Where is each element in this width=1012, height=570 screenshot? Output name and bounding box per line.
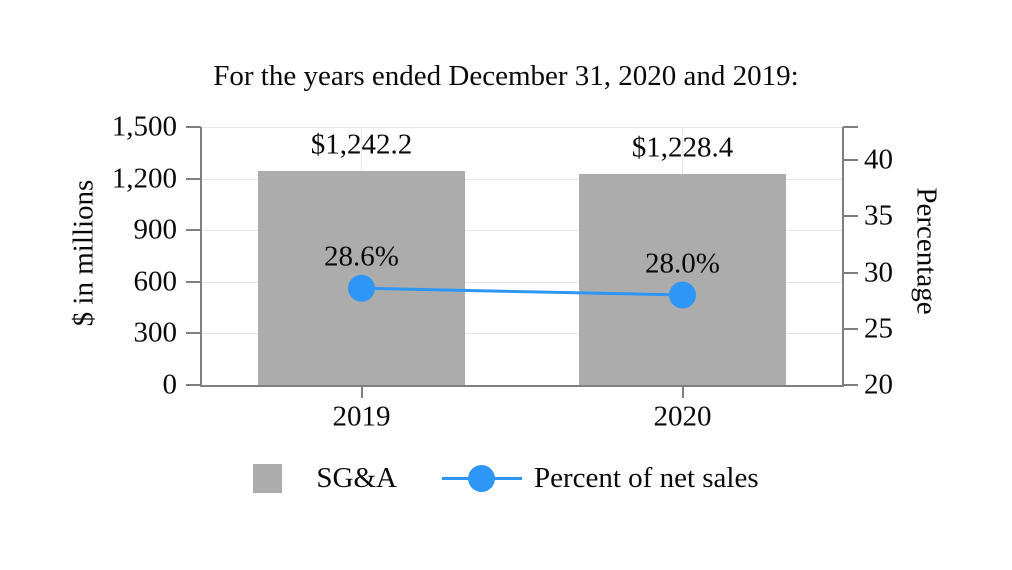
x-axis-label: 2019 [332, 400, 391, 433]
bar [579, 173, 786, 385]
right-axis-tick-label: 30 [864, 256, 893, 288]
point-dot-icon [467, 465, 495, 492]
right-axis-tick-label: 40 [864, 143, 893, 176]
point-value-label: 28.0% [645, 247, 720, 280]
left-axis-tick [186, 126, 201, 128]
right-axis-line [842, 127, 844, 387]
right-axis-title: Percentage [910, 187, 943, 315]
right-axis-tick [843, 126, 858, 128]
chart-title: For the years ended December 31, 2020 an… [213, 60, 799, 92]
right-axis-tick [843, 327, 858, 330]
left-axis-title: $ in millions [67, 179, 100, 327]
legend-label-sgna: SG&A [316, 462, 397, 494]
left-axis-tick-label: 1,500 [111, 110, 177, 143]
line-marker-icon [441, 464, 522, 493]
left-axis-tick [186, 280, 201, 283]
bar-swatch-icon [253, 464, 283, 493]
left-axis-tick [186, 229, 201, 232]
legend-item-percent: Percent of net sales [441, 462, 759, 495]
left-axis-tick-label: 900 [133, 213, 178, 246]
legend-label-percent: Percent of net sales [533, 462, 759, 494]
left-axis-tick-label: 0 [162, 368, 178, 401]
gridline-horizontal [202, 333, 842, 335]
left-axis-tick-label: 300 [133, 316, 178, 349]
legend: SG&A Percent of net sales [0, 462, 1012, 495]
right-axis-tick [843, 384, 858, 386]
point-value-label: 28.6% [324, 240, 399, 273]
left-axis-tick [186, 332, 201, 335]
right-axis-tick-label: 20 [864, 368, 893, 401]
legend-item-sgna: SG&A [253, 462, 397, 495]
right-axis-tick-label: 35 [864, 199, 893, 232]
right-axis-tick [843, 271, 858, 274]
left-axis-tick [186, 177, 201, 180]
left-axis-tick-label: 600 [133, 265, 178, 298]
x-axis-line [200, 385, 844, 387]
left-axis-tick [186, 384, 201, 386]
x-axis-tick [360, 386, 363, 398]
right-axis-tick [843, 215, 858, 218]
bar [258, 171, 465, 385]
left-axis-line [200, 127, 202, 387]
gridline-horizontal [202, 178, 842, 180]
bar-value-label: $1,242.2 [310, 128, 413, 161]
gridline-horizontal [202, 281, 842, 283]
x-axis-label: 2020 [653, 400, 712, 433]
right-axis-tick-label: 25 [864, 312, 893, 345]
gridline-horizontal [202, 127, 842, 128]
gridline-horizontal [202, 230, 842, 232]
x-axis-tick [681, 386, 684, 398]
right-axis-tick [843, 159, 858, 161]
left-axis-tick-label: 1,200 [111, 162, 177, 195]
bar-value-label: $1,228.4 [631, 131, 734, 164]
